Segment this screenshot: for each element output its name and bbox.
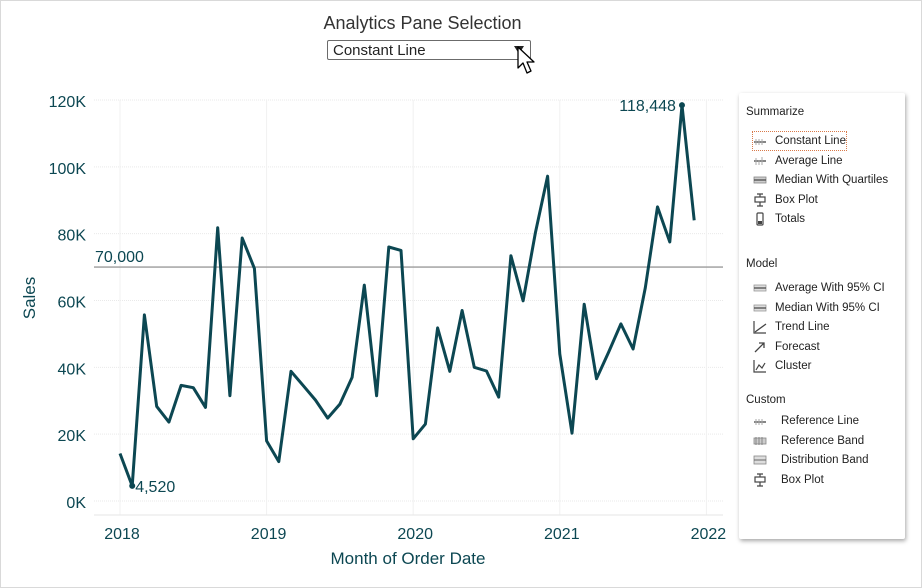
reference-band-icon bbox=[753, 436, 767, 445]
analytics-item-label: Constant Line bbox=[775, 135, 846, 147]
section-title-custom: Custom bbox=[746, 394, 786, 406]
analytics-item-median-with-quartiles[interactable]: Median With Quartiles bbox=[753, 171, 888, 189]
x-tick-label: 2020 bbox=[397, 526, 433, 543]
analytics-item-label: Trend Line bbox=[775, 321, 830, 334]
sales-line-chart: 0K 20K 40K 60K 80K 100K 120K 2018 2019 2020 2021 20… bbox=[20, 94, 727, 568]
x-tick-label: 2019 bbox=[251, 526, 287, 543]
analytics-item-label: Reference Band bbox=[781, 434, 865, 447]
analytics-item-label: Median With Quartiles bbox=[775, 174, 889, 187]
annotation-point[interactable] bbox=[129, 482, 136, 489]
trend-line-icon bbox=[753, 321, 767, 334]
analytics-item-totals[interactable]: Totals bbox=[753, 210, 805, 228]
y-tick-label: 20K bbox=[58, 428, 87, 445]
section-title-summarize: Summarize bbox=[746, 106, 805, 118]
section-title-model: Model bbox=[746, 258, 778, 270]
analytics-item-label: Forecast bbox=[775, 340, 820, 353]
analytics-item-label: Average With 95% CI bbox=[775, 282, 885, 294]
x-tick-label: 2021 bbox=[544, 526, 580, 543]
analytics-item-trend-line[interactable]: Trend Line bbox=[753, 318, 830, 336]
forecast-icon bbox=[754, 342, 765, 353]
mouse-pointer-icon bbox=[517, 46, 535, 74]
average-ci-icon bbox=[753, 284, 767, 292]
analytics-item-constant-line[interactable]: Constant Line bbox=[752, 131, 847, 151]
analytics-item-label: Average Line bbox=[775, 154, 843, 167]
analytics-item-label: Box Plot bbox=[781, 473, 824, 486]
analytics-item-box-plot[interactable]: Box Plot bbox=[753, 191, 818, 209]
analytics-item-reference-line[interactable]: Reference Line bbox=[753, 412, 859, 430]
reference-line-icon bbox=[754, 419, 766, 425]
analytics-item-forecast[interactable]: Forecast bbox=[753, 338, 820, 356]
dropdown-value: Constant Line bbox=[333, 42, 426, 59]
y-tick-label: 60K bbox=[58, 295, 87, 312]
box-plot-icon bbox=[754, 473, 766, 487]
x-tick-label: 2022 bbox=[691, 526, 727, 543]
analytics-item-reference-band[interactable]: Reference Band bbox=[753, 432, 864, 450]
analytics-item-box-plot[interactable]: Box Plot bbox=[753, 471, 824, 489]
min-value-label: 4,520 bbox=[135, 479, 175, 496]
median-quartiles-icon bbox=[753, 176, 767, 184]
analytics-item-label: Distribution Band bbox=[781, 454, 869, 467]
totals-icon bbox=[756, 212, 764, 226]
median-ci-icon bbox=[753, 304, 767, 311]
box-plot-icon bbox=[754, 193, 766, 207]
reference-line-label: 70,000 bbox=[95, 249, 144, 266]
max-value-label: 118,448 bbox=[619, 98, 676, 115]
analytics-item-label: Box Plot bbox=[775, 193, 818, 206]
analytics-panel: Summarize Constant Line Average Line Median… bbox=[739, 93, 905, 539]
y-tick-label: 100K bbox=[49, 161, 87, 178]
y-tick-label: 0K bbox=[66, 495, 86, 512]
x-tick-label: 2018 bbox=[104, 526, 140, 543]
analytics-item-label: Reference Line bbox=[781, 415, 859, 427]
analytics-item-distribution-band[interactable]: Distribution Band bbox=[753, 451, 869, 469]
analytics-item-label: Totals bbox=[775, 213, 806, 226]
y-tick-label: 120K bbox=[49, 94, 87, 111]
analytics-item-average-line[interactable]: Average Line bbox=[753, 152, 843, 170]
sales-series-line[interactable] bbox=[118, 103, 696, 488]
analytics-item-median-with-95-ci[interactable]: Median With 95% CI bbox=[753, 299, 880, 317]
analytics-dropdown[interactable]: Constant Line bbox=[327, 40, 531, 60]
analytics-item-label: Median With 95% CI bbox=[775, 301, 880, 314]
x-axis-title: Month of Order Date bbox=[331, 549, 486, 568]
cluster-icon bbox=[753, 360, 766, 373]
analytics-item-label: Cluster bbox=[775, 360, 812, 373]
analytics-item-average-with-95-ci[interactable]: Average With 95% CI bbox=[753, 279, 885, 297]
distribution-band-icon bbox=[753, 455, 767, 465]
constant-line-icon bbox=[754, 139, 766, 145]
y-tick-label: 40K bbox=[58, 361, 87, 378]
analytics-item-cluster[interactable]: Cluster bbox=[753, 357, 811, 375]
annotation-point[interactable] bbox=[678, 102, 685, 109]
page-title: Analytics Pane Selection bbox=[323, 13, 522, 33]
average-line-icon bbox=[754, 156, 766, 165]
y-axis-title: Sales bbox=[20, 277, 39, 320]
y-tick-label: 80K bbox=[58, 228, 87, 245]
